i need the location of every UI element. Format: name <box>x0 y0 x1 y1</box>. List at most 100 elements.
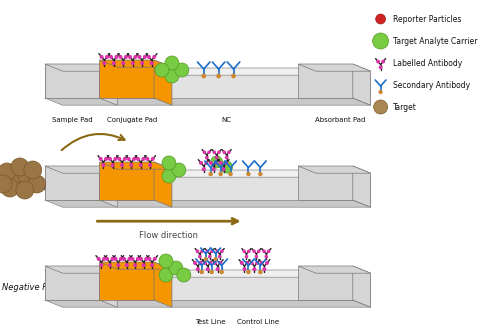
Circle shape <box>216 157 218 159</box>
Circle shape <box>246 262 248 264</box>
Circle shape <box>204 258 207 260</box>
Circle shape <box>220 270 223 274</box>
Circle shape <box>260 262 263 264</box>
Circle shape <box>177 268 191 282</box>
Circle shape <box>253 268 256 270</box>
Polygon shape <box>353 170 370 207</box>
Circle shape <box>148 56 150 58</box>
Circle shape <box>382 60 384 63</box>
Circle shape <box>372 33 388 49</box>
Circle shape <box>103 62 106 65</box>
Circle shape <box>210 270 213 274</box>
Circle shape <box>379 91 382 94</box>
Circle shape <box>138 56 140 58</box>
Circle shape <box>214 262 216 264</box>
Polygon shape <box>298 64 353 98</box>
Circle shape <box>108 158 112 160</box>
Circle shape <box>263 268 266 270</box>
Polygon shape <box>100 162 154 200</box>
Circle shape <box>110 56 112 58</box>
Polygon shape <box>298 166 370 173</box>
Circle shape <box>142 158 144 160</box>
Circle shape <box>122 62 124 65</box>
Circle shape <box>259 172 262 175</box>
Polygon shape <box>353 68 370 105</box>
Circle shape <box>159 254 173 268</box>
Circle shape <box>211 250 213 252</box>
Circle shape <box>98 258 100 260</box>
Polygon shape <box>100 262 154 300</box>
Circle shape <box>124 158 126 160</box>
Polygon shape <box>44 270 353 300</box>
Circle shape <box>111 258 114 260</box>
Polygon shape <box>44 68 370 75</box>
Circle shape <box>103 258 106 260</box>
Circle shape <box>247 172 250 175</box>
Circle shape <box>221 250 223 252</box>
Circle shape <box>146 158 148 160</box>
Circle shape <box>208 255 211 258</box>
Circle shape <box>117 264 119 266</box>
Circle shape <box>210 162 212 164</box>
Circle shape <box>208 151 210 154</box>
Circle shape <box>258 250 260 252</box>
Circle shape <box>210 156 222 168</box>
Circle shape <box>200 162 202 164</box>
Circle shape <box>232 74 235 78</box>
Circle shape <box>222 168 225 170</box>
Polygon shape <box>44 266 118 273</box>
Circle shape <box>100 158 102 160</box>
Circle shape <box>120 258 122 260</box>
Circle shape <box>122 258 126 260</box>
Circle shape <box>199 262 202 264</box>
Text: Target Analyte Carrier: Target Analyte Carrier <box>392 38 477 47</box>
Circle shape <box>213 151 216 154</box>
Text: Sample Pad: Sample Pad <box>52 117 92 123</box>
Circle shape <box>114 158 116 160</box>
Circle shape <box>162 169 176 183</box>
Circle shape <box>380 66 382 69</box>
Circle shape <box>112 62 115 65</box>
Circle shape <box>150 62 153 65</box>
Polygon shape <box>44 64 100 98</box>
Text: Reporter Particles: Reporter Particles <box>392 16 461 25</box>
Polygon shape <box>100 64 117 105</box>
Circle shape <box>206 250 208 252</box>
Circle shape <box>119 56 122 58</box>
Circle shape <box>148 258 150 260</box>
Circle shape <box>153 56 156 58</box>
Circle shape <box>196 250 198 252</box>
Circle shape <box>215 162 218 164</box>
Circle shape <box>266 262 268 264</box>
Circle shape <box>18 167 36 185</box>
Polygon shape <box>298 266 353 300</box>
Circle shape <box>28 175 46 193</box>
Circle shape <box>108 264 111 266</box>
Circle shape <box>155 63 169 77</box>
Circle shape <box>175 63 189 77</box>
Circle shape <box>172 163 186 177</box>
Circle shape <box>246 255 248 258</box>
Circle shape <box>202 74 205 78</box>
Circle shape <box>265 255 268 258</box>
Circle shape <box>212 168 215 170</box>
Circle shape <box>149 164 152 166</box>
Circle shape <box>140 164 142 166</box>
Circle shape <box>256 255 258 258</box>
Circle shape <box>229 172 232 175</box>
Text: Conjugate Pad: Conjugate Pad <box>106 117 157 123</box>
Circle shape <box>100 264 102 266</box>
Circle shape <box>151 264 154 266</box>
Circle shape <box>253 250 255 252</box>
Circle shape <box>268 250 270 252</box>
Text: Flow direction: Flow direction <box>140 231 198 240</box>
Circle shape <box>145 258 148 260</box>
Polygon shape <box>154 262 172 307</box>
Circle shape <box>0 163 16 181</box>
Circle shape <box>259 270 262 274</box>
Circle shape <box>228 151 230 154</box>
Circle shape <box>142 264 145 266</box>
Circle shape <box>218 255 220 258</box>
Circle shape <box>130 164 132 166</box>
Polygon shape <box>353 64 370 105</box>
